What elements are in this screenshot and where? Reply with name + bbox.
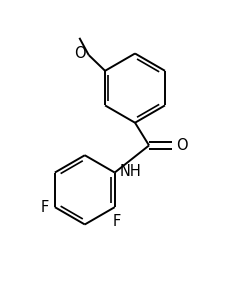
Text: O: O xyxy=(177,138,188,153)
Text: O: O xyxy=(74,46,86,61)
Text: NH: NH xyxy=(119,164,141,179)
Text: F: F xyxy=(113,214,121,229)
Text: F: F xyxy=(41,200,49,215)
